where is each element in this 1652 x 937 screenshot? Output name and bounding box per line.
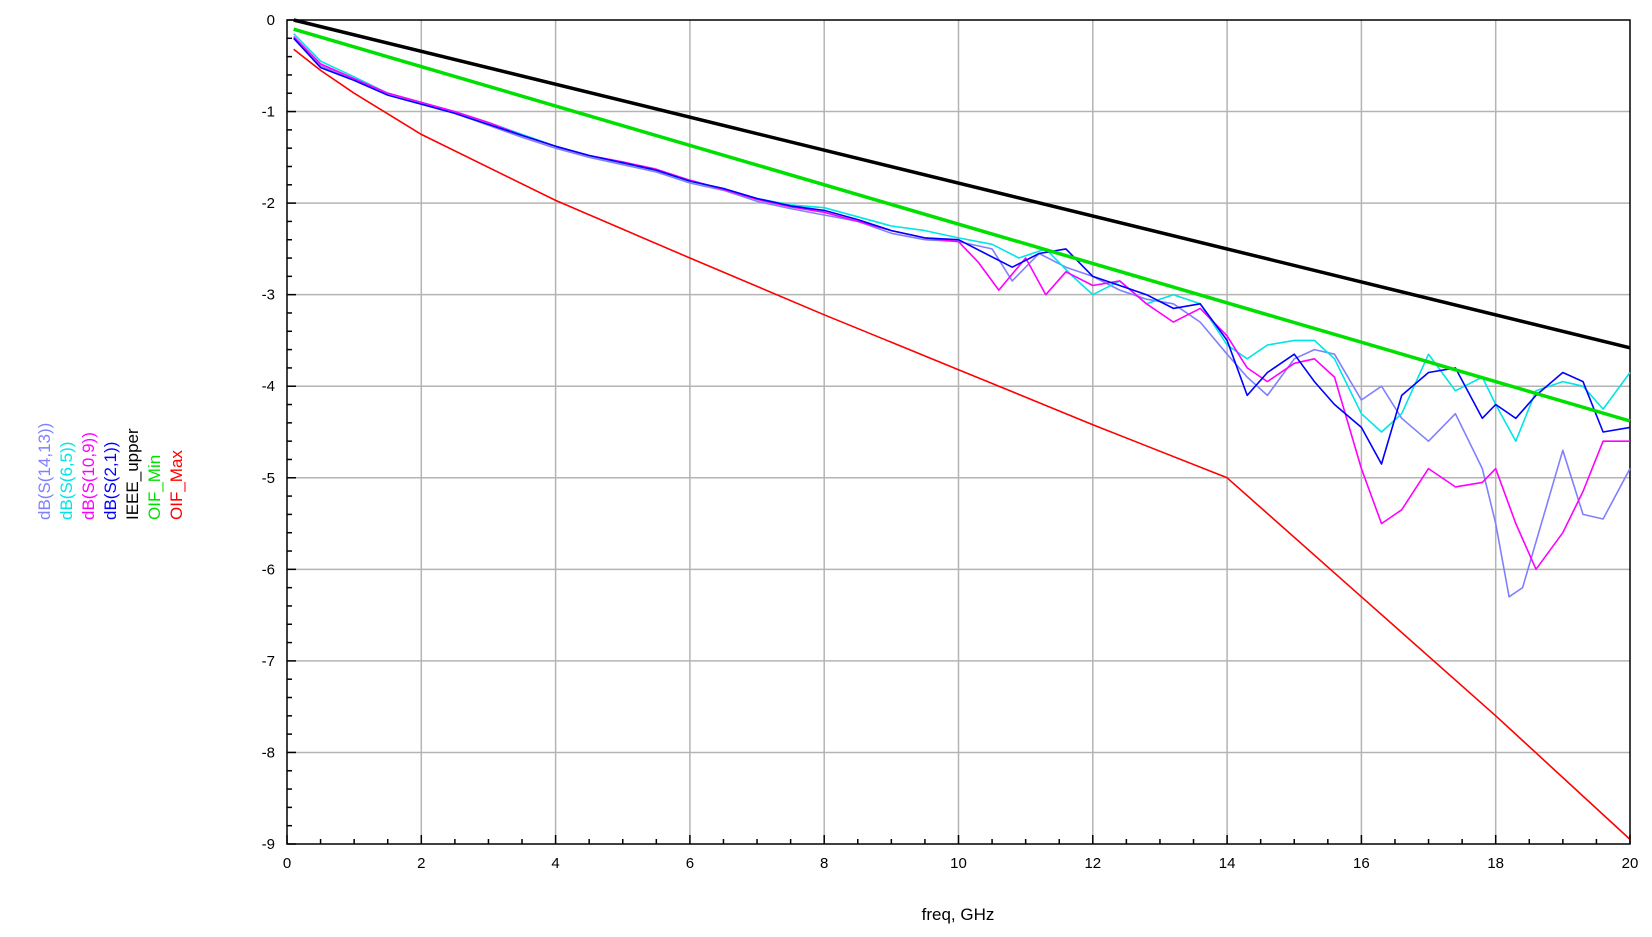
x-tick-label: 16 xyxy=(1353,855,1370,872)
legend-entry: OIF_Max xyxy=(167,450,186,520)
x-tick-label: 6 xyxy=(686,855,694,872)
series-line-db-s-14-13 xyxy=(293,37,1631,598)
x-tick-label: 12 xyxy=(1084,855,1101,872)
x-tick-label: 10 xyxy=(950,855,967,872)
series-line-oif-max xyxy=(293,48,1631,840)
legend: dB(S(14,13)) dB(S(6,5)) dB(S(10,9)) dB(S(2,… xyxy=(35,423,186,520)
x-tick-label: 20 xyxy=(1622,855,1639,872)
x-tick-label: 8 xyxy=(820,855,828,872)
legend-entry: IEEE_upper xyxy=(123,428,142,520)
x-tick-label: 2 xyxy=(417,855,425,872)
y-tick-label: -8 xyxy=(262,744,275,761)
legend-entry: dB(S(14,13)) xyxy=(35,423,54,520)
legend-entry: dB(S(2,1)) xyxy=(101,442,120,520)
y-tick-label: -2 xyxy=(262,195,275,212)
y-tick-label: -4 xyxy=(262,378,275,395)
y-tick-label: -1 xyxy=(262,104,275,121)
x-tick-label: 18 xyxy=(1487,855,1504,872)
grid xyxy=(287,20,1630,844)
y-tick-label: -7 xyxy=(262,653,275,670)
series-line-ieee-upper xyxy=(293,18,1631,350)
x-tick-label: 4 xyxy=(551,855,559,872)
x-axis-title: freq, GHz xyxy=(922,905,995,924)
y-tick-label: -6 xyxy=(262,561,275,578)
series-line-db-s-6-5 xyxy=(293,33,1631,443)
axis-ticks xyxy=(286,19,1631,845)
legend-entry: dB(S(6,5)) xyxy=(57,442,76,520)
series-layer xyxy=(293,18,1631,840)
x-tick-labels: 0 2 4 6 8 10 12 14 16 18 20 xyxy=(283,855,1639,872)
series-line-oif-min xyxy=(293,27,1631,423)
x-tick-label: 14 xyxy=(1219,855,1236,872)
series-line-db-s-10-9 xyxy=(293,35,1630,571)
y-tick-labels: 0 -1 -2 -3 -4 -5 -6 -7 -8 -9 xyxy=(262,12,275,853)
legend-entry: dB(S(10,9)) xyxy=(79,432,98,520)
x-tick-label: 0 xyxy=(283,855,291,872)
y-tick-label: 0 xyxy=(267,12,275,29)
y-tick-label: -5 xyxy=(262,470,275,487)
series-line-db-s-2-1 xyxy=(293,37,1631,465)
y-tick-label: -9 xyxy=(262,836,275,853)
legend-entry: OIF_Min xyxy=(145,455,164,520)
y-tick-label: -3 xyxy=(262,287,275,304)
